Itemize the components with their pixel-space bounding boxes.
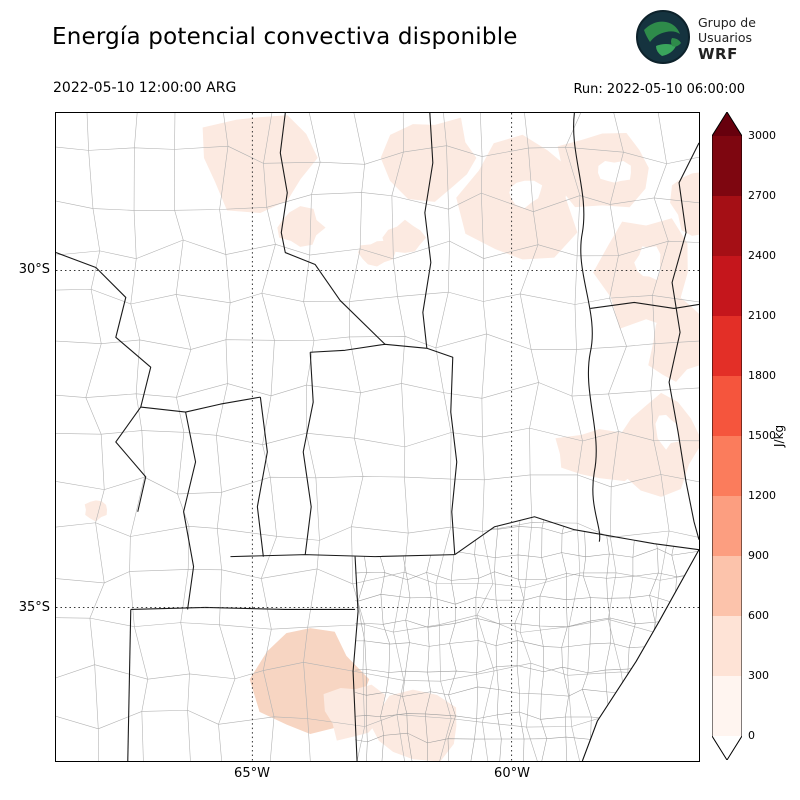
colorbar-tick-label: 2100 <box>748 309 776 322</box>
logo-line-1: Grupo de <box>698 14 756 30</box>
colorbar-tick-label: 300 <box>748 669 769 682</box>
lat-tick-30s: 30°S <box>18 262 50 277</box>
map-canvas <box>56 113 699 761</box>
lon-tick-65w: 65°W <box>234 766 270 781</box>
province-boundaries <box>56 113 699 761</box>
department-boundaries <box>56 113 699 761</box>
lon-tick-60w: 60°W <box>494 766 530 781</box>
logo-line-3: WRF <box>698 45 738 64</box>
wrf-users-group-logo: Grupo de Usuarios WRF <box>636 10 756 68</box>
colorbar-tick-label: 1500 <box>748 429 776 442</box>
colorbar-tick-label: 900 <box>748 549 769 562</box>
colorbar-tick-label: 2400 <box>748 249 776 262</box>
map-frame <box>55 112 700 762</box>
page-title: Energía potencial convectiva disponible <box>52 24 518 50</box>
colorbar-tick-label: 2700 <box>748 189 776 202</box>
colorbar-tick-label: 1200 <box>748 489 776 502</box>
globe-logo-icon <box>636 10 690 68</box>
colorbar-unit-label: J/kg <box>772 424 786 448</box>
lat-lon-gridlines <box>56 113 699 761</box>
colorbar-tick-label: 600 <box>748 609 769 622</box>
lat-tick-35s: 35°S <box>18 600 50 615</box>
cape-shading <box>84 115 699 761</box>
valid-time-label: 2022-05-10 12:00:00 ARG <box>53 80 237 96</box>
colorbar-tick-label: 0 <box>748 729 755 742</box>
model-run-label: Run: 2022-05-10 06:00:00 <box>573 82 745 97</box>
logo-line-2: Usuarios <box>698 29 753 45</box>
colorbar-tick-label: 1800 <box>748 369 776 382</box>
colorbar-tick-label: 3000 <box>748 129 776 142</box>
colorbar-scale <box>712 112 742 760</box>
logo-text: Grupo de Usuarios WRF <box>698 15 756 64</box>
coastline <box>581 549 699 761</box>
colorbar: 3000 2700 2400 2100 1800 1500 1200 900 600 300 0 J… <box>712 112 800 760</box>
